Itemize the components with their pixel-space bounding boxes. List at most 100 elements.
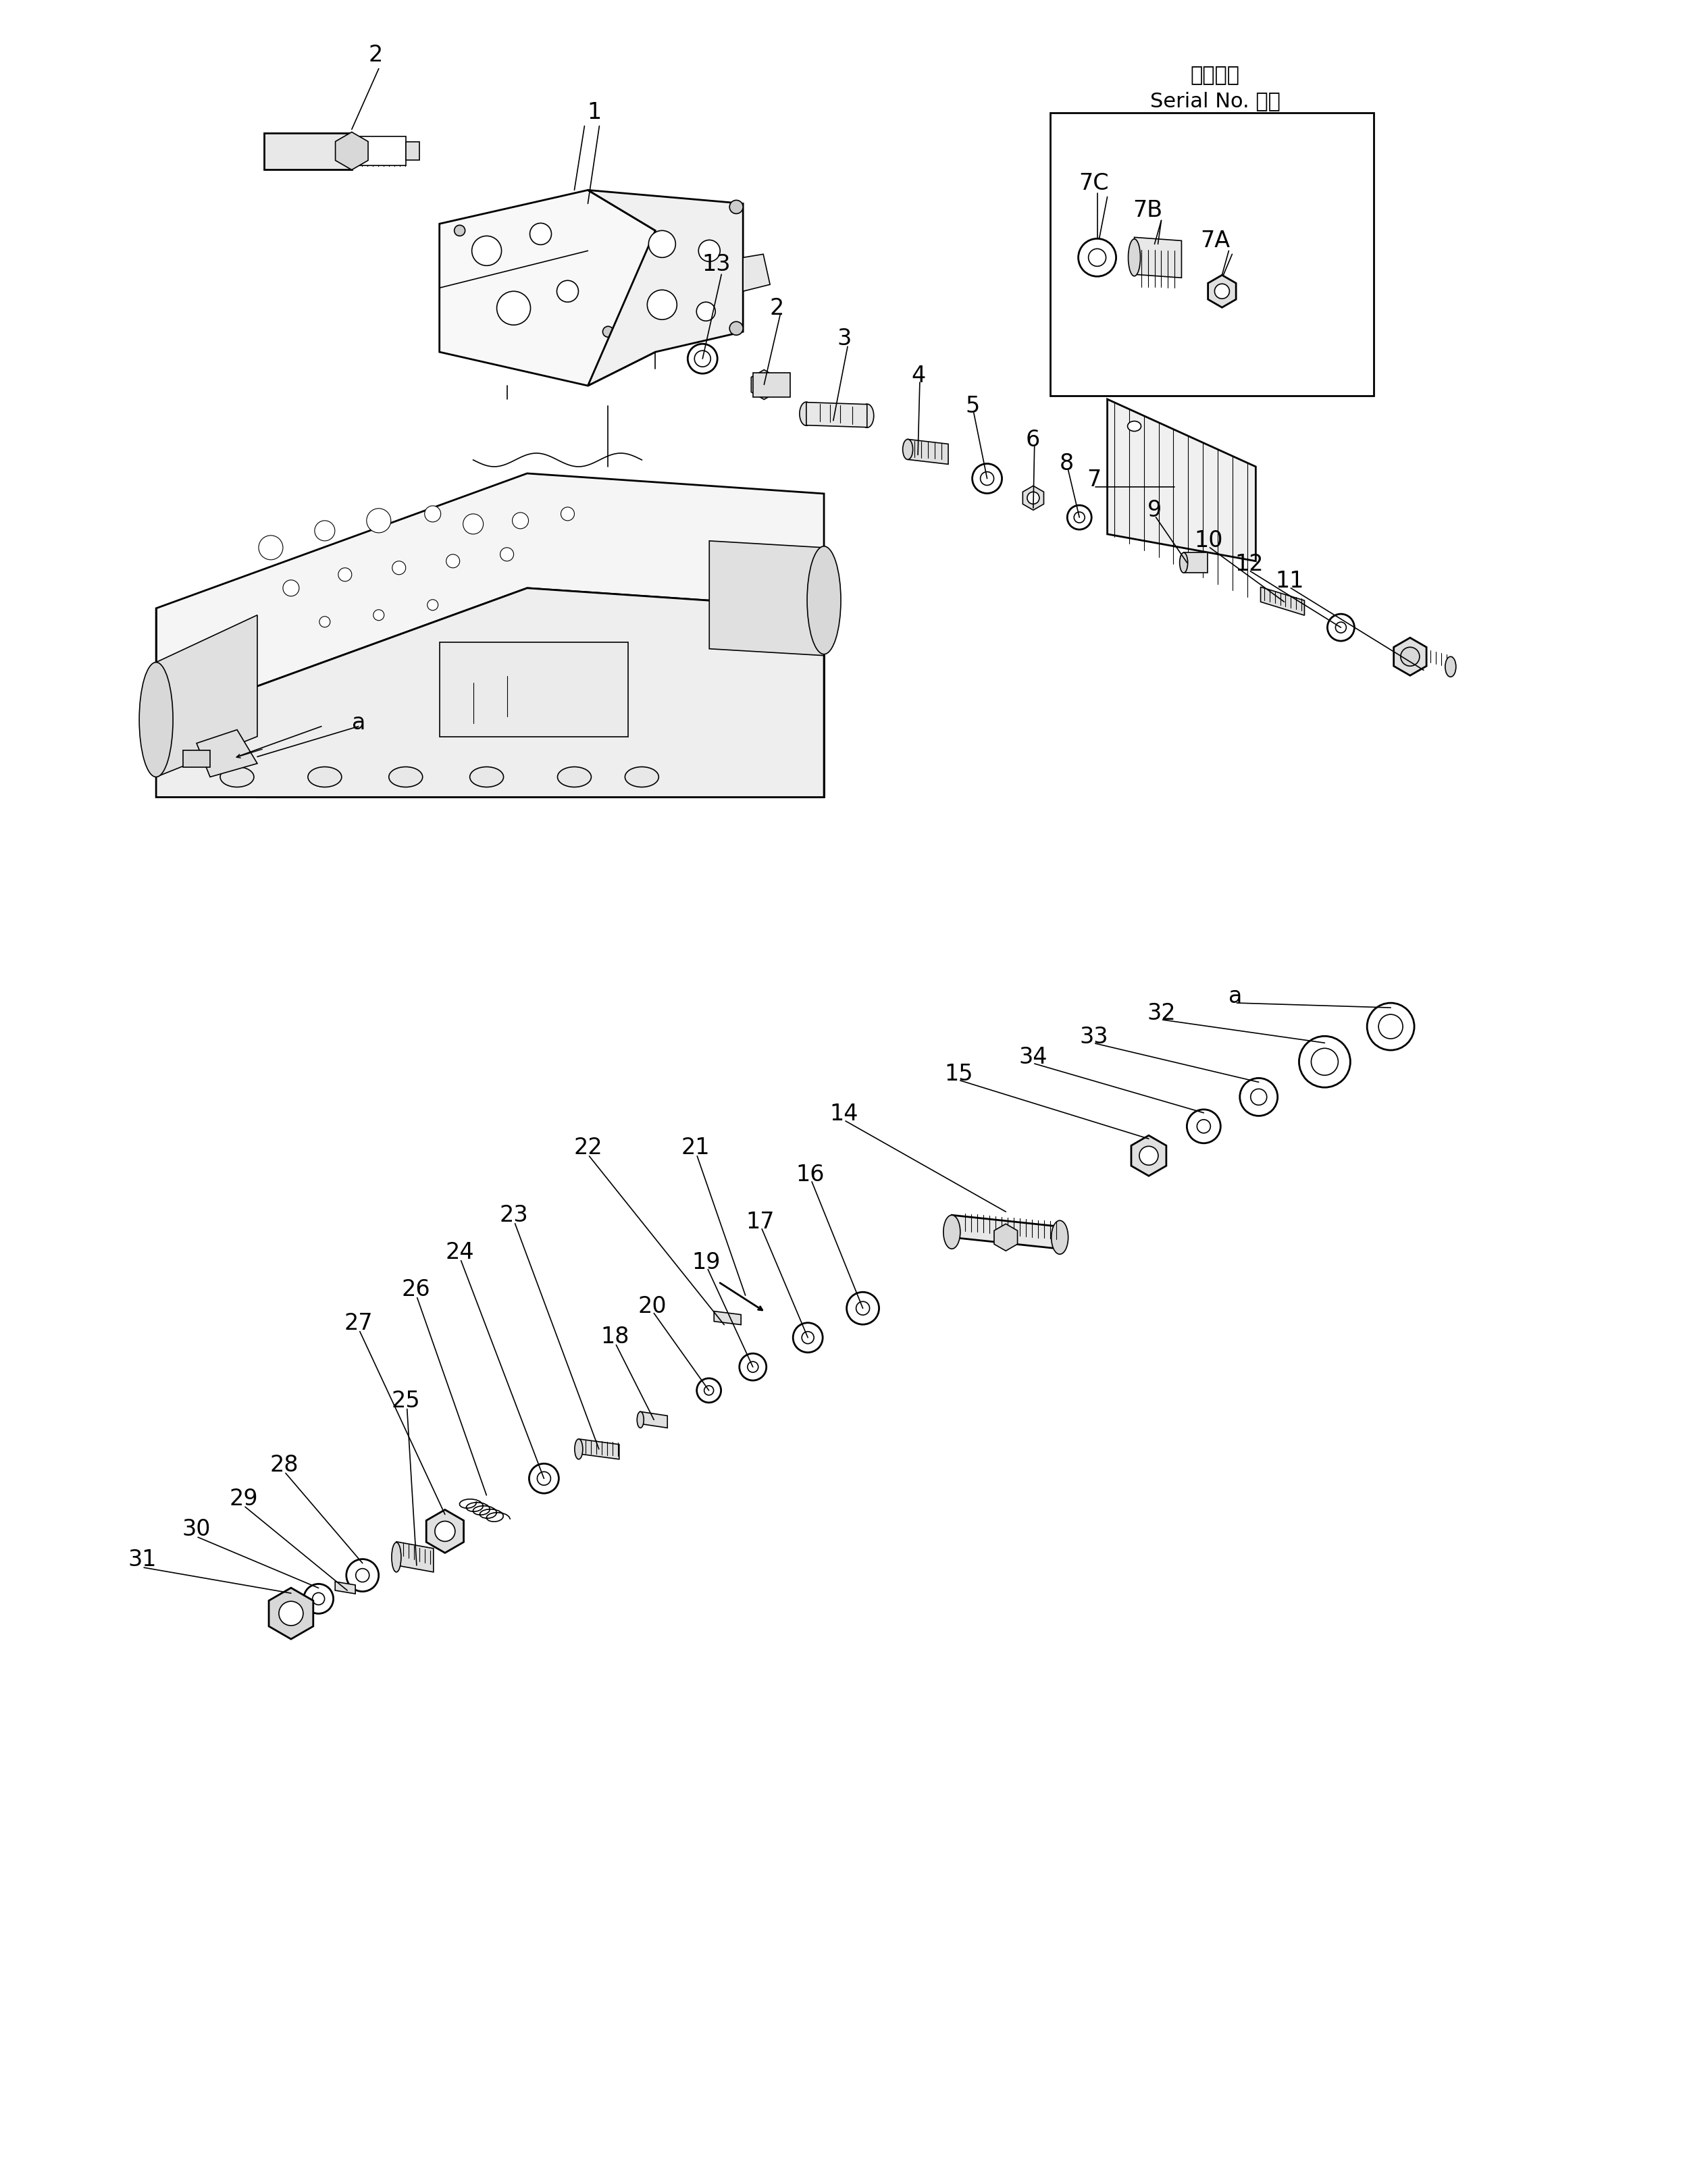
Circle shape bbox=[688, 343, 717, 373]
Circle shape bbox=[1187, 1109, 1221, 1143]
Circle shape bbox=[497, 291, 531, 326]
Circle shape bbox=[393, 561, 407, 574]
Circle shape bbox=[748, 1361, 758, 1372]
Circle shape bbox=[847, 1292, 880, 1324]
Circle shape bbox=[304, 1583, 333, 1613]
Polygon shape bbox=[1261, 587, 1305, 615]
Circle shape bbox=[1027, 492, 1040, 505]
Text: 19: 19 bbox=[692, 1251, 721, 1275]
Polygon shape bbox=[806, 403, 868, 427]
Text: 15: 15 bbox=[945, 1063, 974, 1085]
Polygon shape bbox=[907, 440, 948, 464]
Circle shape bbox=[699, 239, 721, 261]
Ellipse shape bbox=[140, 662, 173, 777]
Circle shape bbox=[1401, 647, 1419, 667]
Text: 27: 27 bbox=[343, 1311, 372, 1335]
Bar bbox=[1050, 112, 1373, 397]
Text: 4: 4 bbox=[912, 365, 926, 386]
Ellipse shape bbox=[861, 403, 874, 427]
Circle shape bbox=[313, 1592, 325, 1605]
Circle shape bbox=[347, 1560, 379, 1592]
Ellipse shape bbox=[904, 440, 912, 459]
Circle shape bbox=[284, 580, 299, 595]
Text: 9: 9 bbox=[1148, 500, 1161, 522]
Text: 6: 6 bbox=[1027, 429, 1040, 451]
Polygon shape bbox=[196, 729, 258, 777]
Circle shape bbox=[801, 1331, 815, 1344]
Circle shape bbox=[319, 617, 330, 628]
Text: 10: 10 bbox=[1194, 531, 1223, 552]
Circle shape bbox=[704, 1385, 714, 1396]
Circle shape bbox=[367, 509, 391, 533]
Polygon shape bbox=[396, 1542, 434, 1572]
Polygon shape bbox=[640, 1411, 668, 1428]
Text: 5: 5 bbox=[965, 395, 980, 416]
Ellipse shape bbox=[389, 768, 422, 787]
Ellipse shape bbox=[799, 401, 813, 425]
Polygon shape bbox=[951, 1214, 1059, 1249]
Text: 8: 8 bbox=[1059, 453, 1074, 475]
Circle shape bbox=[463, 513, 483, 535]
Ellipse shape bbox=[808, 546, 840, 654]
Text: 通用号機: 通用号機 bbox=[1190, 65, 1240, 84]
Text: 34: 34 bbox=[1018, 1046, 1047, 1068]
Circle shape bbox=[560, 507, 574, 520]
Circle shape bbox=[454, 224, 465, 235]
Circle shape bbox=[1088, 248, 1107, 265]
Circle shape bbox=[512, 513, 528, 528]
Polygon shape bbox=[335, 132, 369, 170]
Circle shape bbox=[740, 1352, 767, 1380]
Ellipse shape bbox=[1127, 421, 1141, 431]
Circle shape bbox=[697, 302, 716, 321]
Text: 2: 2 bbox=[770, 298, 784, 319]
Text: 12: 12 bbox=[1235, 554, 1264, 576]
Ellipse shape bbox=[1445, 656, 1455, 677]
Text: 20: 20 bbox=[637, 1296, 666, 1318]
Circle shape bbox=[1366, 1003, 1414, 1050]
Circle shape bbox=[695, 352, 711, 367]
Polygon shape bbox=[427, 1510, 463, 1553]
Circle shape bbox=[1300, 1035, 1351, 1087]
Ellipse shape bbox=[470, 768, 504, 787]
Text: 21: 21 bbox=[681, 1137, 711, 1158]
Circle shape bbox=[1214, 285, 1230, 298]
Circle shape bbox=[538, 1471, 550, 1486]
Text: 2: 2 bbox=[369, 43, 383, 67]
Polygon shape bbox=[579, 1439, 620, 1460]
Circle shape bbox=[529, 222, 552, 244]
Circle shape bbox=[500, 548, 514, 561]
Circle shape bbox=[1197, 1119, 1211, 1132]
Text: a: a bbox=[352, 712, 366, 733]
Circle shape bbox=[649, 231, 676, 257]
Circle shape bbox=[1378, 1014, 1402, 1040]
Circle shape bbox=[729, 321, 743, 334]
Circle shape bbox=[338, 567, 352, 582]
Ellipse shape bbox=[1052, 1221, 1068, 1253]
Bar bbox=[1184, 552, 1208, 574]
Circle shape bbox=[1336, 621, 1346, 632]
Polygon shape bbox=[1208, 276, 1237, 308]
Polygon shape bbox=[1023, 485, 1044, 509]
Polygon shape bbox=[752, 369, 777, 399]
Circle shape bbox=[557, 280, 579, 302]
Polygon shape bbox=[1131, 1135, 1167, 1176]
Text: 33: 33 bbox=[1079, 1025, 1108, 1048]
Polygon shape bbox=[268, 1588, 313, 1639]
Polygon shape bbox=[155, 589, 823, 798]
Text: Serial No. ・～: Serial No. ・～ bbox=[1149, 91, 1281, 110]
Polygon shape bbox=[588, 190, 743, 386]
Text: 14: 14 bbox=[830, 1102, 859, 1126]
Text: 1: 1 bbox=[588, 101, 601, 123]
Circle shape bbox=[471, 235, 502, 265]
Circle shape bbox=[1074, 511, 1085, 522]
Text: 7: 7 bbox=[1086, 468, 1102, 492]
Text: 25: 25 bbox=[391, 1389, 420, 1413]
Circle shape bbox=[1312, 1048, 1337, 1074]
Text: 29: 29 bbox=[229, 1488, 258, 1510]
Circle shape bbox=[980, 472, 994, 485]
Bar bbox=[753, 373, 791, 397]
Bar bbox=[183, 751, 210, 768]
Polygon shape bbox=[709, 541, 823, 656]
Circle shape bbox=[757, 377, 772, 393]
Polygon shape bbox=[1107, 399, 1255, 561]
